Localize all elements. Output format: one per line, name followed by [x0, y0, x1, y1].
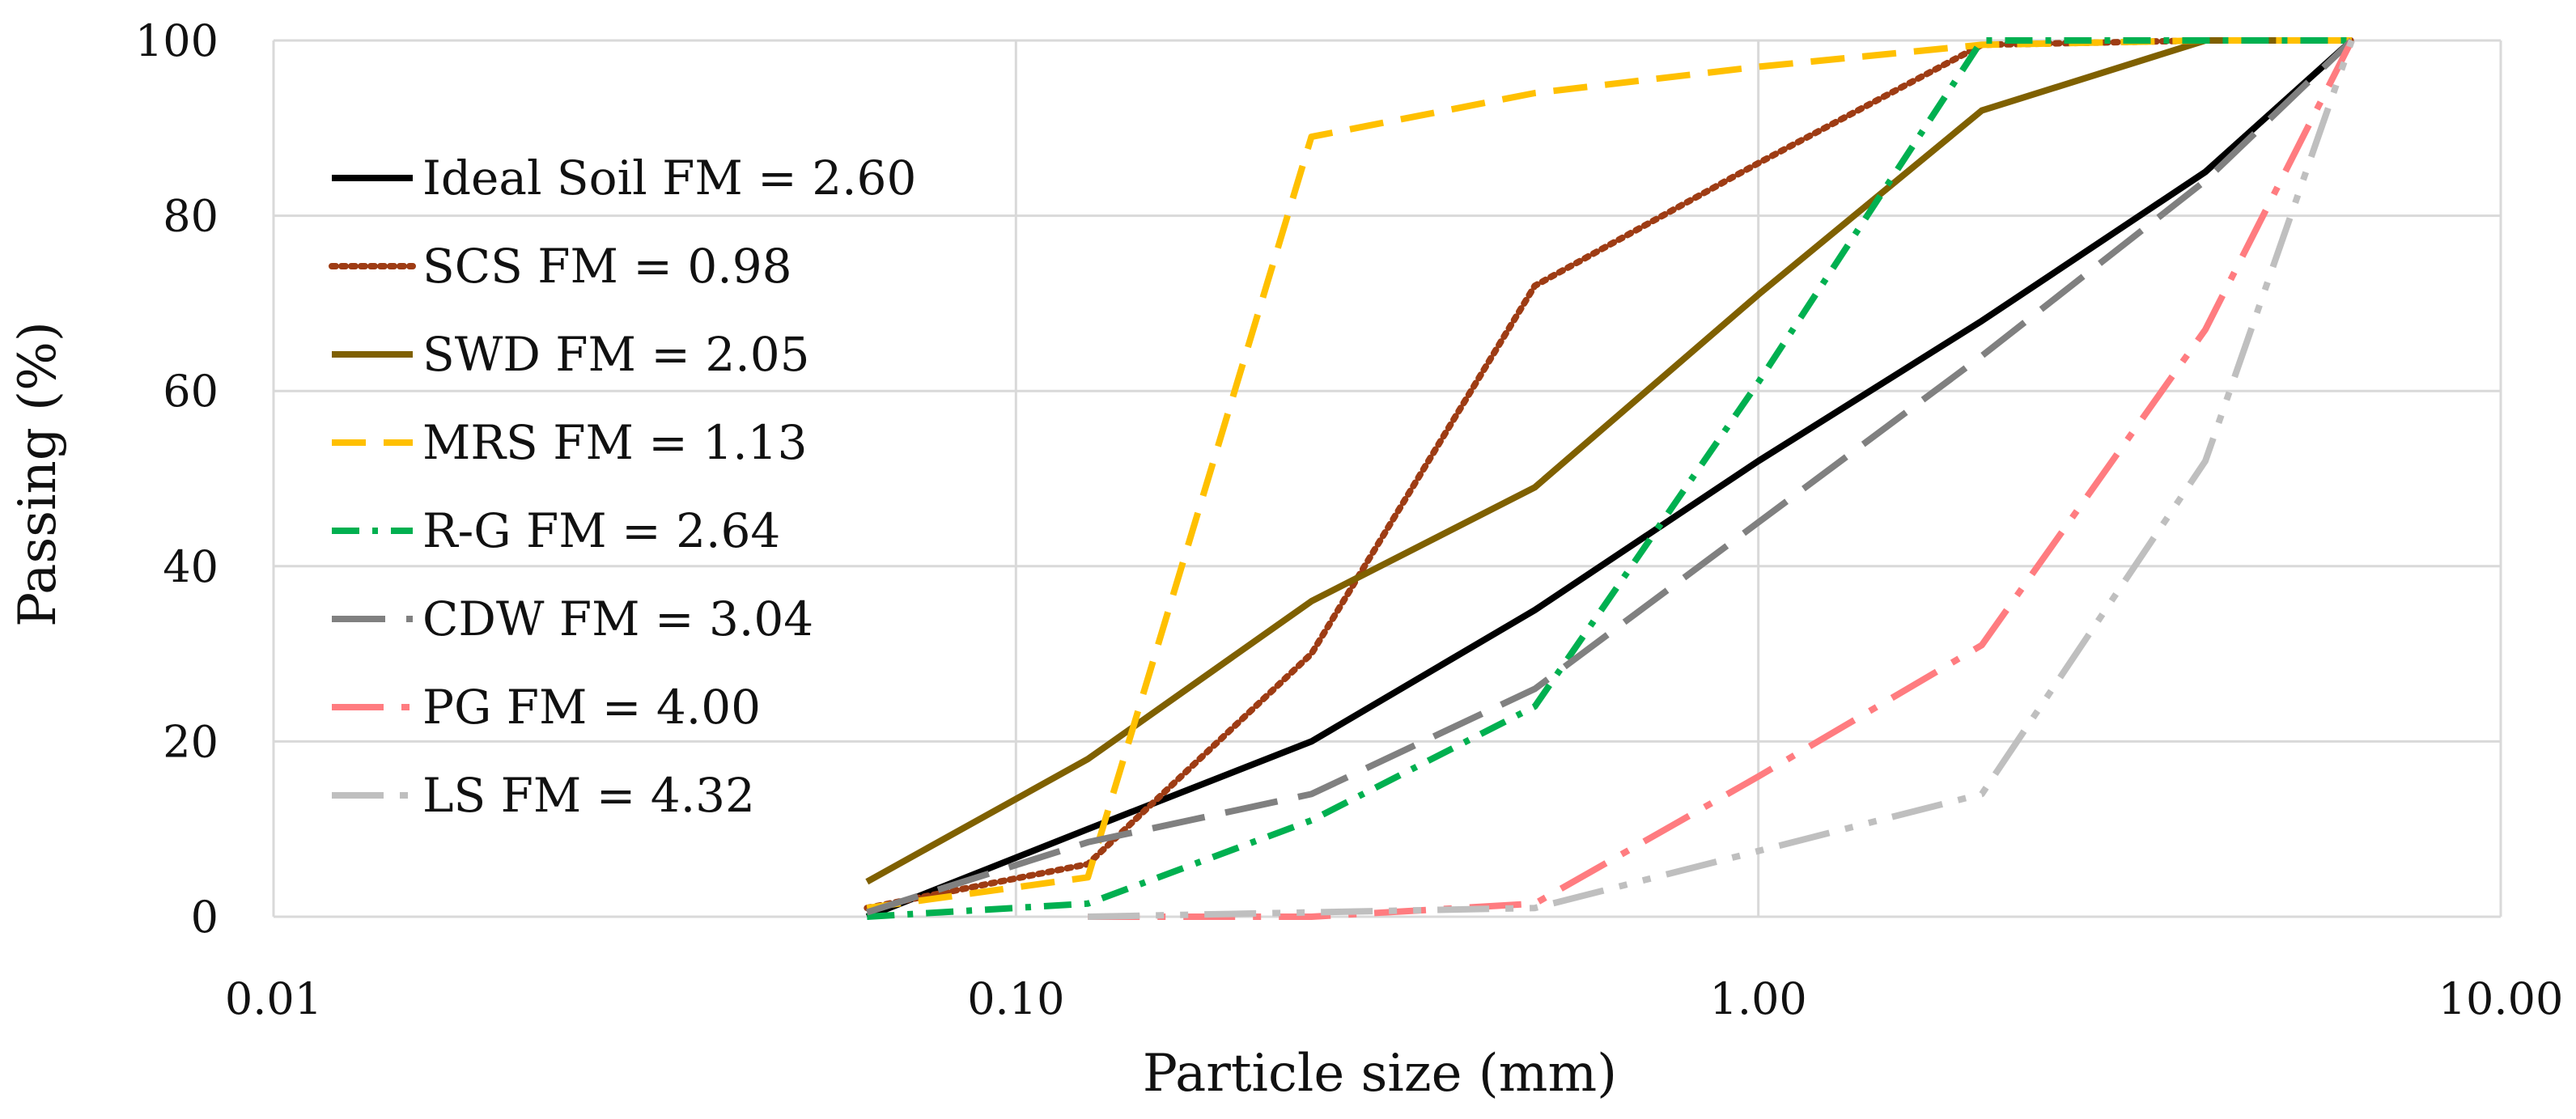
legend: Ideal Soil FM = 2.60 SCS FM = 0.98 SWD FM …	[329, 150, 916, 823]
series-line-ls-fm-4-32	[1088, 39, 2355, 920]
legend-label: R-G FM = 2.64	[422, 503, 780, 558]
series-line-scs-fm-0-98	[864, 37, 2355, 912]
y-tick-label: 0	[191, 892, 219, 943]
legend-label: CDW FM = 3.04	[422, 591, 813, 646]
series-line-swd-fm-2-05	[865, 37, 2352, 885]
series-line-r-g-fm-2-64	[867, 37, 2352, 920]
x-tick-label: 10.00	[2438, 973, 2564, 1024]
x-tick-label: 0.10	[967, 973, 1064, 1024]
y-tick-label: 100	[135, 15, 219, 66]
y-axis-title: Passing (%)	[8, 321, 68, 627]
series-layer	[864, 37, 2355, 920]
x-tick-labels: 0.01 0.10 1.00 10.00	[225, 973, 2563, 1024]
y-tick-label: 60	[163, 366, 219, 417]
x-axis-title: Particle size (mm)	[1143, 1044, 1617, 1104]
y-tick-label: 80	[163, 191, 219, 242]
series-line-ideal-soil-fm-2-60	[865, 38, 2354, 920]
series-line-pg-fm-4-00	[1088, 39, 2355, 920]
legend-label: SCS FM = 0.98	[422, 239, 792, 294]
y-tick-labels: 0 20 40 60 80 100	[135, 15, 219, 943]
legend-label: PG FM = 4.00	[422, 680, 761, 735]
y-tick-label: 40	[163, 541, 219, 592]
legend-label: Ideal Soil FM = 2.60	[422, 150, 916, 206]
legend-label: LS FM = 4.32	[422, 768, 755, 823]
x-tick-label: 1.00	[1710, 973, 1807, 1024]
x-tick-label: 0.01	[225, 973, 322, 1024]
legend-label: SWD FM = 2.05	[422, 327, 810, 382]
legend-label: MRS FM = 1.13	[422, 415, 807, 470]
series-line-cdw-fm-3-04	[866, 38, 2354, 916]
series-line-mrs-fm-1-13	[866, 37, 2352, 912]
y-tick-label: 20	[163, 716, 219, 767]
